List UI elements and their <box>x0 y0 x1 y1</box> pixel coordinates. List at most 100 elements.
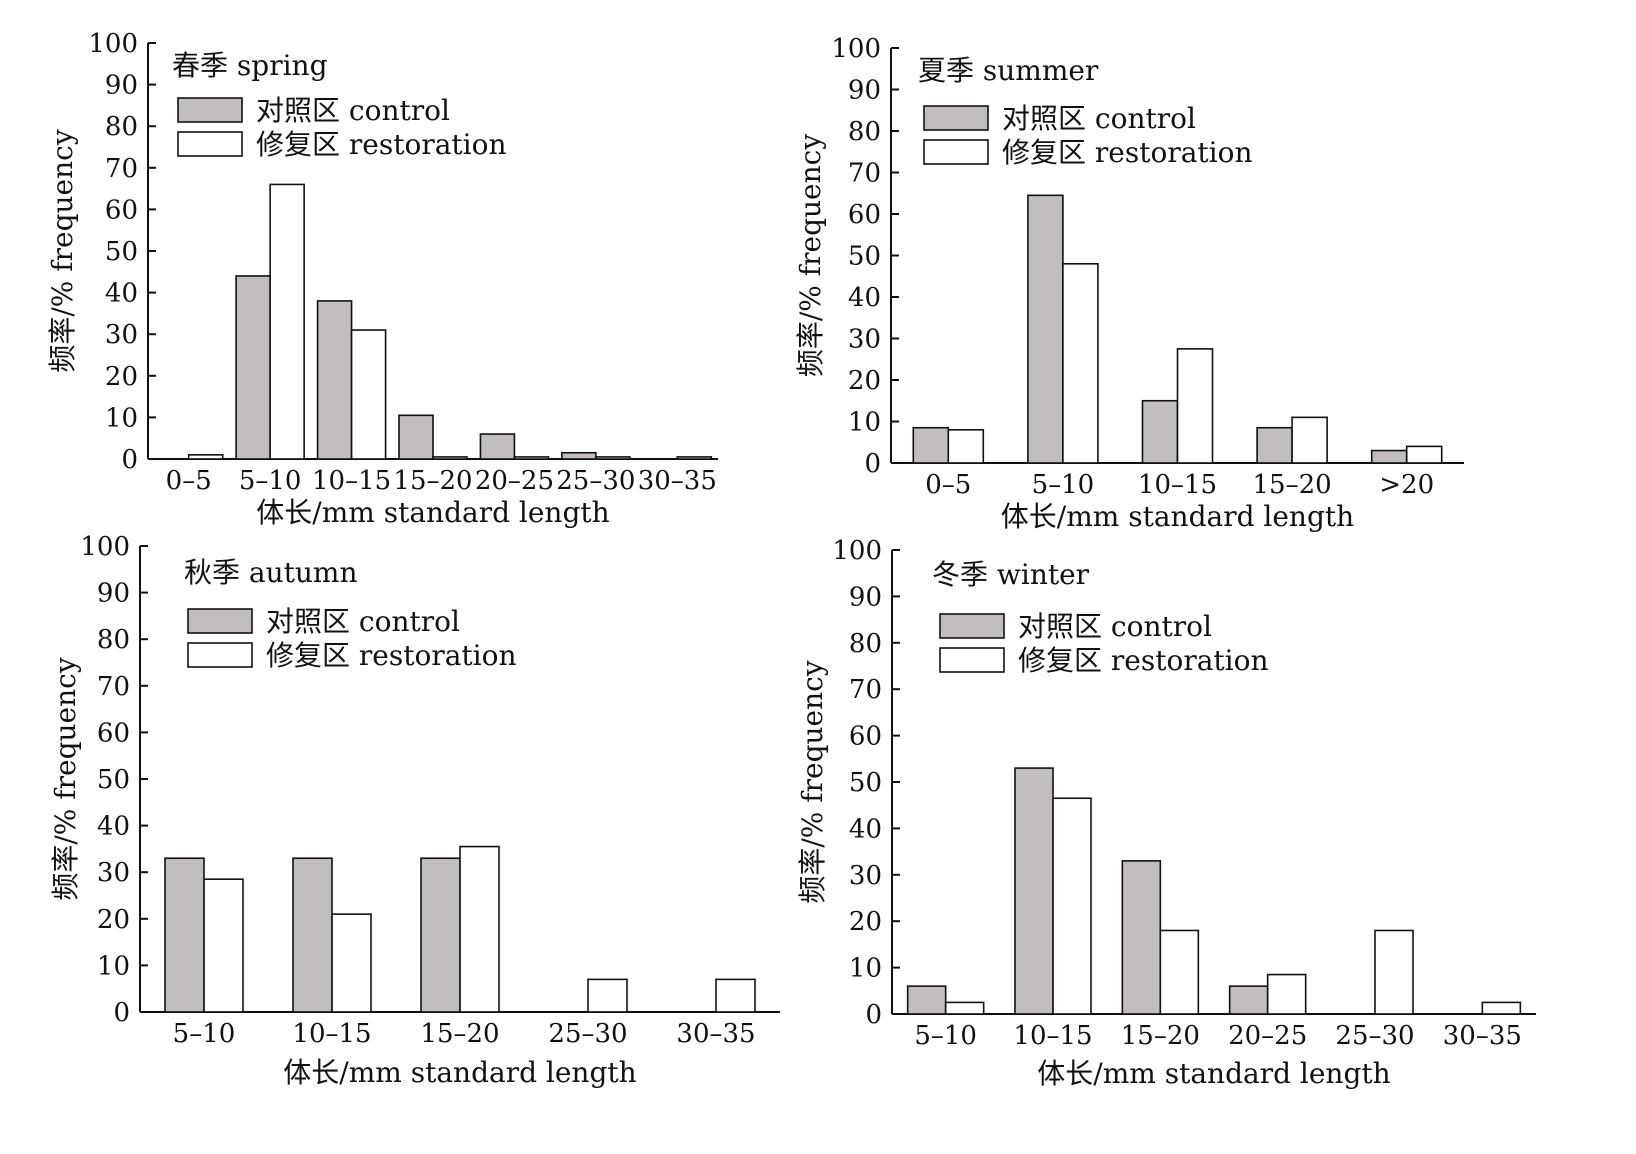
legend-swatch-restoration <box>177 131 243 157</box>
bar-control-4 <box>1370 449 1408 464</box>
y-tick-label: 100 <box>831 34 881 64</box>
legend-swatch-restoration <box>939 647 1005 673</box>
bar-control-3 <box>398 414 434 460</box>
y-tick-label: 60 <box>849 722 882 752</box>
bar-restoration-2 <box>1176 348 1214 464</box>
y-tick-label: 20 <box>848 366 881 396</box>
x-tick-label: 10–15 <box>1013 1021 1092 1051</box>
legend-label-restoration: 修复区 restoration <box>1002 136 1253 169</box>
y-axis-label: 频率/% frequency <box>46 129 79 373</box>
bar-control-4 <box>479 433 516 460</box>
y-tick-label: 60 <box>848 200 881 230</box>
y-tick-label: 70 <box>105 154 138 184</box>
bar-restoration-3 <box>1291 416 1328 464</box>
y-tick-label: 80 <box>848 117 881 147</box>
y-tick-label: 0 <box>121 445 138 475</box>
y-tick-label: 80 <box>849 629 882 659</box>
bar-restoration-1 <box>1052 797 1092 1015</box>
y-tick-label: 0 <box>865 1000 882 1030</box>
y-tick-label: 100 <box>832 536 882 566</box>
chart-panel-3: 0 10 20 30 40 50 60 70 80 90 100 5–10 10–15 15–20 20–2… <box>796 536 1536 1090</box>
bar-restoration-3 <box>432 456 468 460</box>
y-tick-label: 0 <box>864 449 881 479</box>
bar-control-2 <box>1141 399 1179 464</box>
bar-restoration-0 <box>947 428 985 464</box>
x-axis-label: 体长/mm standard length <box>283 1056 636 1089</box>
y-tick-label: 100 <box>80 532 130 562</box>
legend-label-control: 对照区 control <box>256 94 450 127</box>
bar-restoration-0 <box>944 1001 985 1015</box>
bar-control-2 <box>420 857 461 1013</box>
y-tick-label: 70 <box>849 675 882 705</box>
legend-swatch-restoration <box>187 642 253 668</box>
legend-label-control: 对照区 control <box>1002 102 1196 135</box>
y-tick-label: 20 <box>105 362 138 392</box>
x-tick-label: 10–15 <box>292 1019 371 1049</box>
x-tick-label: 20–25 <box>475 466 554 496</box>
bar-restoration-1 <box>331 913 372 1013</box>
bar-control-3 <box>1256 426 1293 464</box>
bar-restoration-2 <box>1159 929 1200 1015</box>
x-tick-label: 30–35 <box>638 466 717 496</box>
y-tick-label: 50 <box>105 237 138 267</box>
x-tick-label: 15–20 <box>1121 1021 1200 1051</box>
chart-title: 冬季 winter <box>932 558 1090 591</box>
bar-control-0 <box>906 985 947 1015</box>
bar-control-0 <box>912 426 950 464</box>
y-tick-label: 50 <box>97 765 130 795</box>
bar-restoration-1 <box>1062 262 1099 464</box>
chart-title: 春季 spring <box>172 49 328 82</box>
y-tick-label: 10 <box>105 403 138 433</box>
bar-restoration-2 <box>459 845 500 1013</box>
y-tick-label: 90 <box>848 76 881 106</box>
chart-panel-1: 0 10 20 30 40 50 60 70 80 90 100 0–5 5–10 10–15 15–20 >… <box>794 34 1464 533</box>
y-tick-label: 40 <box>105 279 138 309</box>
y-tick-label: 10 <box>848 408 881 438</box>
bar-control-1 <box>1014 767 1054 1015</box>
y-tick-label: 90 <box>849 582 882 612</box>
y-tick-label: 40 <box>848 283 881 313</box>
bar-control-0 <box>164 857 205 1013</box>
x-tick-label: 15–20 <box>393 466 472 496</box>
y-axis-label: 频率/% frequency <box>796 660 829 904</box>
bar-restoration-3 <box>587 978 628 1013</box>
y-tick-label: 100 <box>88 29 138 59</box>
bar-restoration-2 <box>350 329 387 460</box>
bar-control-3 <box>1228 985 1269 1015</box>
x-axis-label: 体长/mm standard length <box>1001 500 1354 533</box>
legend-swatch-control <box>177 97 243 123</box>
bar-control-1 <box>1027 194 1064 464</box>
bar-restoration-6 <box>676 456 713 460</box>
y-tick-label: 20 <box>97 905 130 935</box>
y-tick-label: 70 <box>848 159 881 189</box>
x-tick-label: 0–5 <box>166 466 212 496</box>
bar-restoration-0 <box>203 878 244 1013</box>
bar-restoration-4 <box>513 456 550 460</box>
y-tick-label: 50 <box>849 768 882 798</box>
chart-panel-2: 0 10 20 30 40 50 60 70 80 90 100 5–10 10–15 15–20 25–3… <box>49 532 780 1089</box>
y-tick-label: 60 <box>105 195 138 225</box>
x-axis-label: 体长/mm standard length <box>1037 1057 1390 1090</box>
y-tick-label: 40 <box>97 812 130 842</box>
legend-label-restoration: 修复区 restoration <box>266 639 517 672</box>
x-tick-label: 25–30 <box>556 466 635 496</box>
y-axis-label: 频率/% frequency <box>49 657 82 901</box>
y-tick-label: 30 <box>848 325 881 355</box>
bar-control-1 <box>292 857 333 1013</box>
x-tick-label: 10–15 <box>312 466 391 496</box>
x-tick-label: 30–35 <box>1443 1021 1522 1051</box>
bar-restoration-5 <box>595 456 631 460</box>
bar-control-2 <box>316 300 353 460</box>
bar-restoration-4 <box>1405 445 1443 464</box>
y-tick-label: 90 <box>105 71 138 101</box>
bar-restoration-5 <box>1481 1001 1522 1015</box>
y-tick-label: 70 <box>97 672 130 702</box>
x-tick-label: 5–10 <box>239 466 302 496</box>
y-tick-label: 10 <box>97 951 130 981</box>
y-tick-label: 20 <box>849 907 882 937</box>
x-tick-label: 15–20 <box>420 1019 499 1049</box>
